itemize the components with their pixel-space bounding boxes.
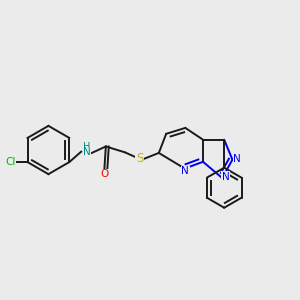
- Text: N: N: [83, 147, 91, 158]
- Text: N: N: [222, 172, 230, 182]
- Text: O: O: [101, 169, 109, 179]
- Text: N: N: [182, 167, 189, 176]
- Text: Cl: Cl: [5, 157, 16, 167]
- Text: H: H: [83, 142, 90, 152]
- Text: N: N: [233, 154, 241, 164]
- Text: S: S: [136, 152, 143, 165]
